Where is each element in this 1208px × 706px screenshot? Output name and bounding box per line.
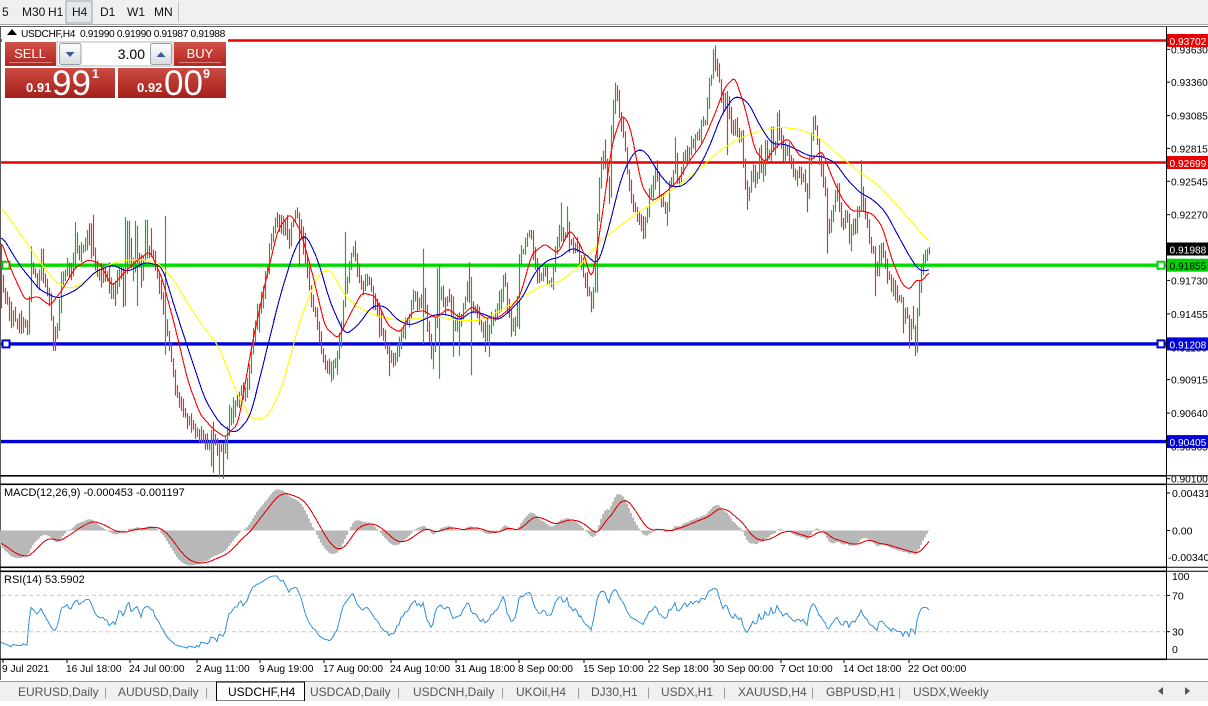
svg-text:3.00: 3.00 <box>118 46 145 62</box>
svg-text:SELL: SELL <box>14 46 46 61</box>
svg-text:31 Aug 18:00: 31 Aug 18:00 <box>455 664 515 675</box>
svg-text:0.91730: 0.91730 <box>1171 276 1208 287</box>
svg-text:RSI(14) 53.5902: RSI(14) 53.5902 <box>4 574 85 586</box>
svg-text:0.90640: 0.90640 <box>1171 409 1208 420</box>
svg-text:24 Jul 00:00: 24 Jul 00:00 <box>129 664 185 675</box>
svg-text:USDCHF,H4: USDCHF,H4 <box>228 685 296 699</box>
svg-text:30: 30 <box>1172 627 1184 639</box>
svg-text:|: | <box>811 685 814 699</box>
svg-text:0.92699: 0.92699 <box>1170 159 1207 170</box>
svg-text:24 Aug 10:00: 24 Aug 10:00 <box>390 664 450 675</box>
svg-text:100: 100 <box>1172 571 1190 583</box>
svg-text:0.92: 0.92 <box>137 80 162 95</box>
svg-text:0.91455: 0.91455 <box>1171 310 1208 321</box>
svg-text:16 Jul 18:00: 16 Jul 18:00 <box>66 664 122 675</box>
svg-text:0.90100: 0.90100 <box>1171 475 1208 486</box>
svg-text:00: 00 <box>164 64 203 103</box>
svg-text:USDCAD,Daily: USDCAD,Daily <box>310 685 391 699</box>
svg-text:0.91: 0.91 <box>26 80 51 95</box>
svg-text:15 Sep 10:00: 15 Sep 10:00 <box>583 664 644 675</box>
svg-text:2 Aug 11:00: 2 Aug 11:00 <box>196 664 250 675</box>
svg-text:0: 0 <box>1172 644 1178 656</box>
svg-text:0.93360: 0.93360 <box>1171 78 1208 89</box>
svg-text:14 Oct 18:00: 14 Oct 18:00 <box>843 664 902 675</box>
svg-text:|: | <box>104 685 107 699</box>
svg-text:UKOil,H4: UKOil,H4 <box>516 685 566 699</box>
svg-text:MN: MN <box>154 5 173 19</box>
svg-text:USDX,H1: USDX,H1 <box>661 685 713 699</box>
svg-text:AUDUSD,Daily: AUDUSD,Daily <box>118 685 199 699</box>
svg-text:|: | <box>397 685 400 699</box>
svg-text:USDCHF,H4 0.91990 0.91990 0.9: USDCHF,H4 0.91990 0.91990 0.91987 0.9198… <box>21 29 226 40</box>
svg-text:8 Sep 00:00: 8 Sep 00:00 <box>518 664 573 675</box>
svg-text:|: | <box>647 685 650 699</box>
svg-text:MACD(12,26,9) -0.000453 -0.001: MACD(12,26,9) -0.000453 -0.001197 <box>4 487 185 499</box>
svg-text:|: | <box>205 685 208 699</box>
svg-text:17 Aug 00:00: 17 Aug 00:00 <box>323 664 383 675</box>
svg-text:BUY: BUY <box>187 46 214 61</box>
svg-text:|: | <box>501 685 504 699</box>
svg-text:22 Oct 00:00: 22 Oct 00:00 <box>908 664 967 675</box>
svg-text:9: 9 <box>203 67 210 81</box>
svg-text:0.00431: 0.00431 <box>1172 488 1208 500</box>
svg-text:7 Oct 10:00: 7 Oct 10:00 <box>780 664 833 675</box>
svg-text:99: 99 <box>52 64 91 103</box>
svg-text:0.91988: 0.91988 <box>1170 246 1207 257</box>
svg-text:XAUUSD,H4: XAUUSD,H4 <box>738 685 807 699</box>
svg-text:-0.003405: -0.003405 <box>1168 552 1208 564</box>
svg-text:70: 70 <box>1172 590 1184 602</box>
svg-text:0.93085: 0.93085 <box>1171 112 1208 123</box>
svg-text:5: 5 <box>2 5 9 19</box>
svg-text:0.93702: 0.93702 <box>1170 37 1207 48</box>
svg-text:H4: H4 <box>72 5 88 19</box>
svg-text:D1: D1 <box>100 5 116 19</box>
svg-text:GBPUSD,H1: GBPUSD,H1 <box>826 685 896 699</box>
svg-text:0.92270: 0.92270 <box>1171 211 1208 222</box>
svg-text:0.90405: 0.90405 <box>1170 438 1207 449</box>
svg-text:H1: H1 <box>48 5 64 19</box>
svg-text:|: | <box>723 685 726 699</box>
svg-text:0.91208: 0.91208 <box>1170 340 1207 351</box>
svg-text:USDCNH,Daily: USDCNH,Daily <box>413 685 494 699</box>
svg-text:1: 1 <box>92 67 99 81</box>
svg-text:22 Sep 18:00: 22 Sep 18:00 <box>648 664 709 675</box>
svg-text:M30: M30 <box>22 5 46 19</box>
svg-text:0.92545: 0.92545 <box>1171 177 1208 188</box>
svg-text:0.92815: 0.92815 <box>1171 144 1208 155</box>
svg-text:EURUSD,Daily: EURUSD,Daily <box>18 685 99 699</box>
svg-text:30 Sep 00:00: 30 Sep 00:00 <box>713 664 774 675</box>
svg-text:|: | <box>577 685 580 699</box>
svg-text:W1: W1 <box>127 5 145 19</box>
svg-text:0.90915: 0.90915 <box>1171 376 1208 387</box>
svg-text:|: | <box>898 685 901 699</box>
svg-text:0.93630: 0.93630 <box>1171 45 1208 56</box>
svg-text:0.91855: 0.91855 <box>1170 262 1207 273</box>
svg-text:9 Aug 19:00: 9 Aug 19:00 <box>259 664 314 675</box>
svg-text:9 Jul 2021: 9 Jul 2021 <box>2 664 49 675</box>
svg-text:USDX,Weekly: USDX,Weekly <box>913 685 989 699</box>
svg-text:DJ30,H1: DJ30,H1 <box>591 685 638 699</box>
svg-text:0.00: 0.00 <box>1172 526 1193 538</box>
